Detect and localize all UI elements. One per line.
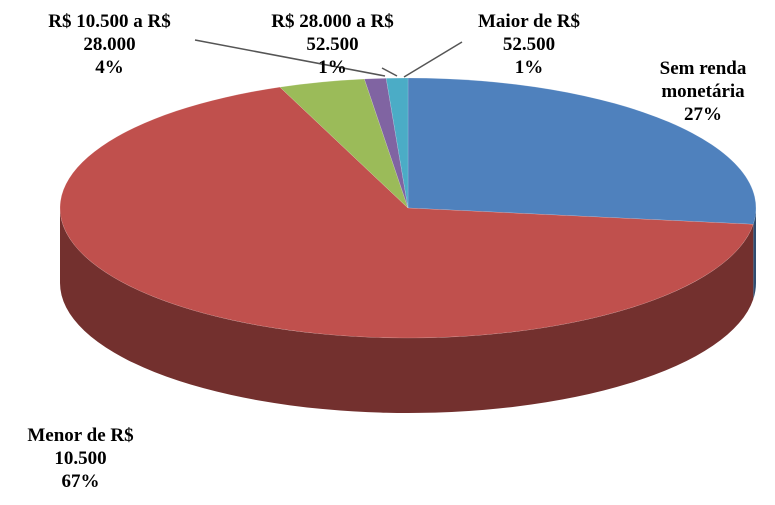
category-label: Maior de R$ 52.500 [477, 11, 581, 55]
slice-label: Menor de R$ 10.500 67% [8, 424, 153, 493]
category-label: R$ 28.000 a R$ 52.500 [271, 11, 394, 55]
leader-line [381, 67, 398, 77]
value-label: 27% [684, 104, 722, 125]
leader-line [403, 41, 463, 78]
pie-sides [60, 208, 756, 414]
value-label: 1% [318, 57, 347, 78]
pie-slice [59, 86, 754, 339]
pie-side [753, 208, 756, 300]
slice-label: R$ 10.500 a R$ 28.000 4% [27, 10, 192, 79]
slice-label: Maior de R$ 52.500 1% [465, 10, 593, 79]
value-label: 67% [61, 471, 100, 492]
slice-label: R$ 28.000 a R$ 52.500 1% [250, 10, 415, 79]
category-label: Sem renda monetária [659, 58, 747, 102]
category-label: R$ 10.500 a R$ 28.000 [48, 11, 171, 55]
value-label: 4% [95, 57, 124, 78]
pie-slice [279, 78, 409, 209]
leader-line [194, 39, 386, 77]
pie-tops [59, 77, 757, 339]
pie-slice [385, 77, 409, 209]
pie-side [60, 208, 754, 414]
category-label: Menor de R$ 10.500 [27, 425, 134, 469]
pie-slice [364, 78, 409, 209]
value-label: 1% [514, 57, 544, 78]
slice-label: Sem renda monetária 27% [643, 57, 763, 126]
pie-slice [407, 77, 757, 225]
